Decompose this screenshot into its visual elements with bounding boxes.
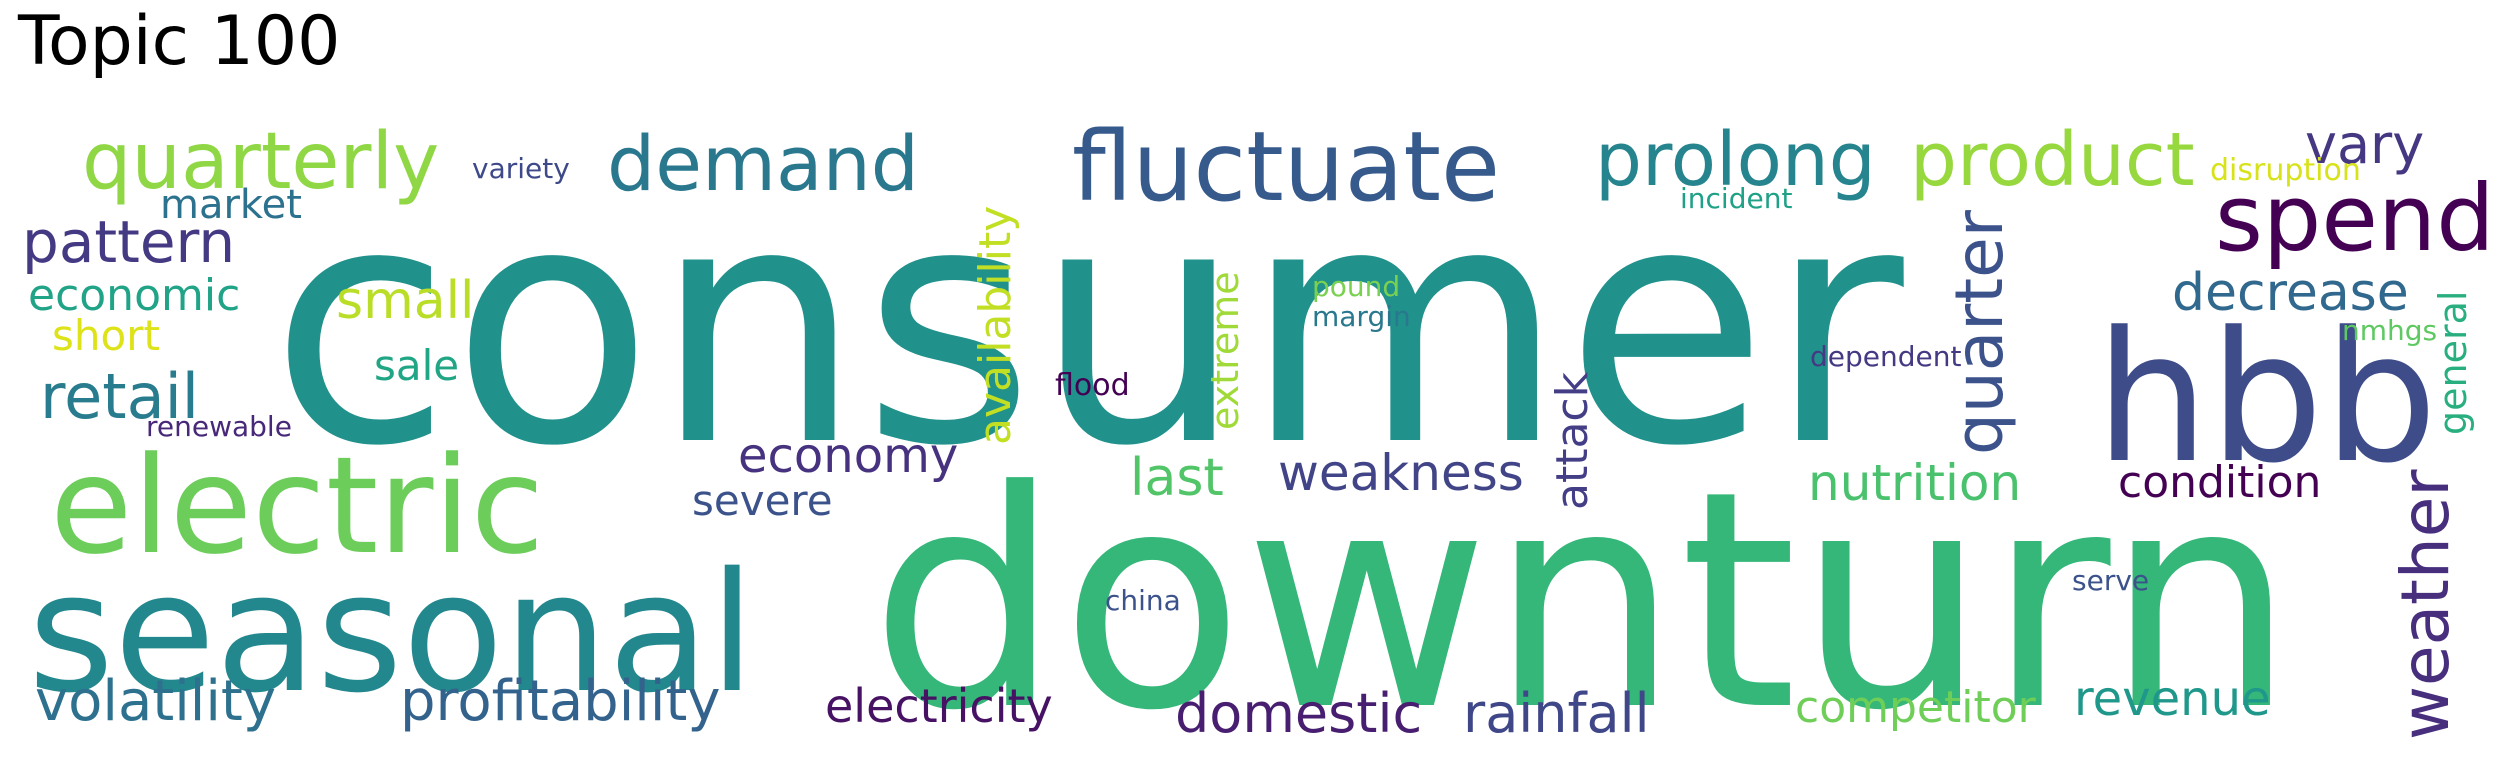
word-nmhgs: nmhgs [2342, 314, 2437, 347]
word-market: market [160, 182, 302, 228]
word-rainfall: rainfall [1463, 682, 1650, 745]
word-consumer: consumer [270, 134, 1907, 518]
word-spend: spend [2215, 165, 2495, 272]
word-economy: economy [738, 428, 958, 484]
word-disruption: disruption [2210, 153, 2361, 188]
word-economic: economic [28, 270, 240, 321]
word-short: short [52, 311, 160, 360]
word-variety: variety [472, 152, 570, 185]
word-weakness: weakness [1278, 444, 1524, 502]
word-dependent: dependent [1810, 340, 1961, 373]
word-quarterly: quarterly [82, 117, 439, 207]
word-electricity: electricity [825, 679, 1053, 733]
word-condition: condition [2118, 457, 2321, 508]
word-pattern: pattern [22, 208, 235, 276]
word-nutrition: nutrition [1808, 454, 2021, 512]
word-availability: availability [970, 206, 1021, 445]
word-renewable: renewable [146, 410, 292, 443]
word-retail: retail [40, 360, 199, 433]
word-quarter: quarter [1941, 209, 2018, 455]
page-title: Topic 100 [18, 2, 341, 81]
word-downturn: downturn [870, 427, 2295, 764]
word-prolong: prolong [1595, 117, 1876, 203]
word-vary: vary [2305, 113, 2424, 176]
word-fluctuate: fluctuate [1072, 111, 1500, 223]
word-demand: demand [607, 119, 919, 208]
word-domestic: domestic [1175, 682, 1422, 745]
word-hbb: hbb [2095, 294, 2438, 503]
word-small: small [336, 271, 475, 331]
word-competitor: competitor [1795, 682, 2037, 733]
word-revenue: revenue [2074, 671, 2271, 727]
word-incident: incident [1680, 182, 1792, 215]
word-decrease: decrease [2172, 263, 2409, 323]
word-general: general [2431, 291, 2475, 435]
word-weather: weather [2387, 469, 2464, 740]
word-extreme: extreme [1203, 271, 1247, 430]
word-electric: electric [50, 428, 544, 584]
word-flood: flood [1055, 368, 1130, 403]
word-volatility: volatility [35, 669, 276, 734]
word-sale: sale [374, 341, 459, 390]
word-severe: severe [692, 476, 833, 525]
word-margin: margin [1312, 300, 1411, 333]
word-attack: attack [1547, 371, 1598, 510]
word-product: product [1910, 117, 2195, 203]
word-pound: pound [1312, 270, 1400, 303]
word-last: last [1130, 448, 1224, 508]
word-profitability: profitability [400, 669, 720, 734]
word-seasonal: seasonal [28, 537, 755, 729]
word-china: china [1105, 584, 1181, 617]
word-serve: serve [2072, 564, 2149, 597]
